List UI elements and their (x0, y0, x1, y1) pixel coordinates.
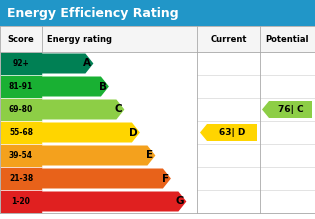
Bar (0, 52, 42, 75)
Text: 81-91: 81-91 (9, 82, 33, 91)
Text: G: G (176, 196, 184, 207)
Text: Current: Current (210, 35, 247, 44)
Polygon shape (42, 191, 186, 212)
Polygon shape (42, 53, 94, 74)
Bar (0, 26, 315, 52)
Bar (0, 121, 42, 144)
Text: 69-80: 69-80 (9, 105, 33, 114)
Polygon shape (42, 76, 109, 97)
Polygon shape (42, 168, 171, 189)
Bar (0, 0, 315, 26)
Text: D: D (129, 127, 138, 138)
Polygon shape (42, 145, 155, 166)
Text: F: F (162, 173, 169, 184)
Text: 55-68: 55-68 (9, 128, 33, 137)
Text: B: B (99, 81, 107, 92)
Text: 1-20: 1-20 (12, 197, 31, 206)
Bar (0, 75, 42, 98)
Text: Energy rating: Energy rating (47, 35, 112, 44)
Bar (0, 190, 42, 213)
Text: Energy Efficiency Rating: Energy Efficiency Rating (7, 7, 179, 19)
Text: 21-38: 21-38 (9, 174, 33, 183)
Bar (0, 98, 42, 121)
Polygon shape (42, 122, 140, 143)
Text: 76| C: 76| C (278, 105, 303, 114)
Text: 39-54: 39-54 (9, 151, 33, 160)
Polygon shape (42, 99, 124, 120)
Polygon shape (262, 101, 312, 118)
Text: Potential: Potential (266, 35, 309, 44)
Text: A: A (83, 58, 91, 69)
Bar (0, 167, 42, 190)
Polygon shape (200, 124, 257, 141)
Text: 92+: 92+ (13, 59, 29, 68)
Text: C: C (115, 104, 123, 115)
Text: E: E (146, 150, 153, 161)
Bar (0, 144, 42, 167)
Text: 63| D: 63| D (219, 128, 245, 137)
Text: Score: Score (8, 35, 34, 44)
